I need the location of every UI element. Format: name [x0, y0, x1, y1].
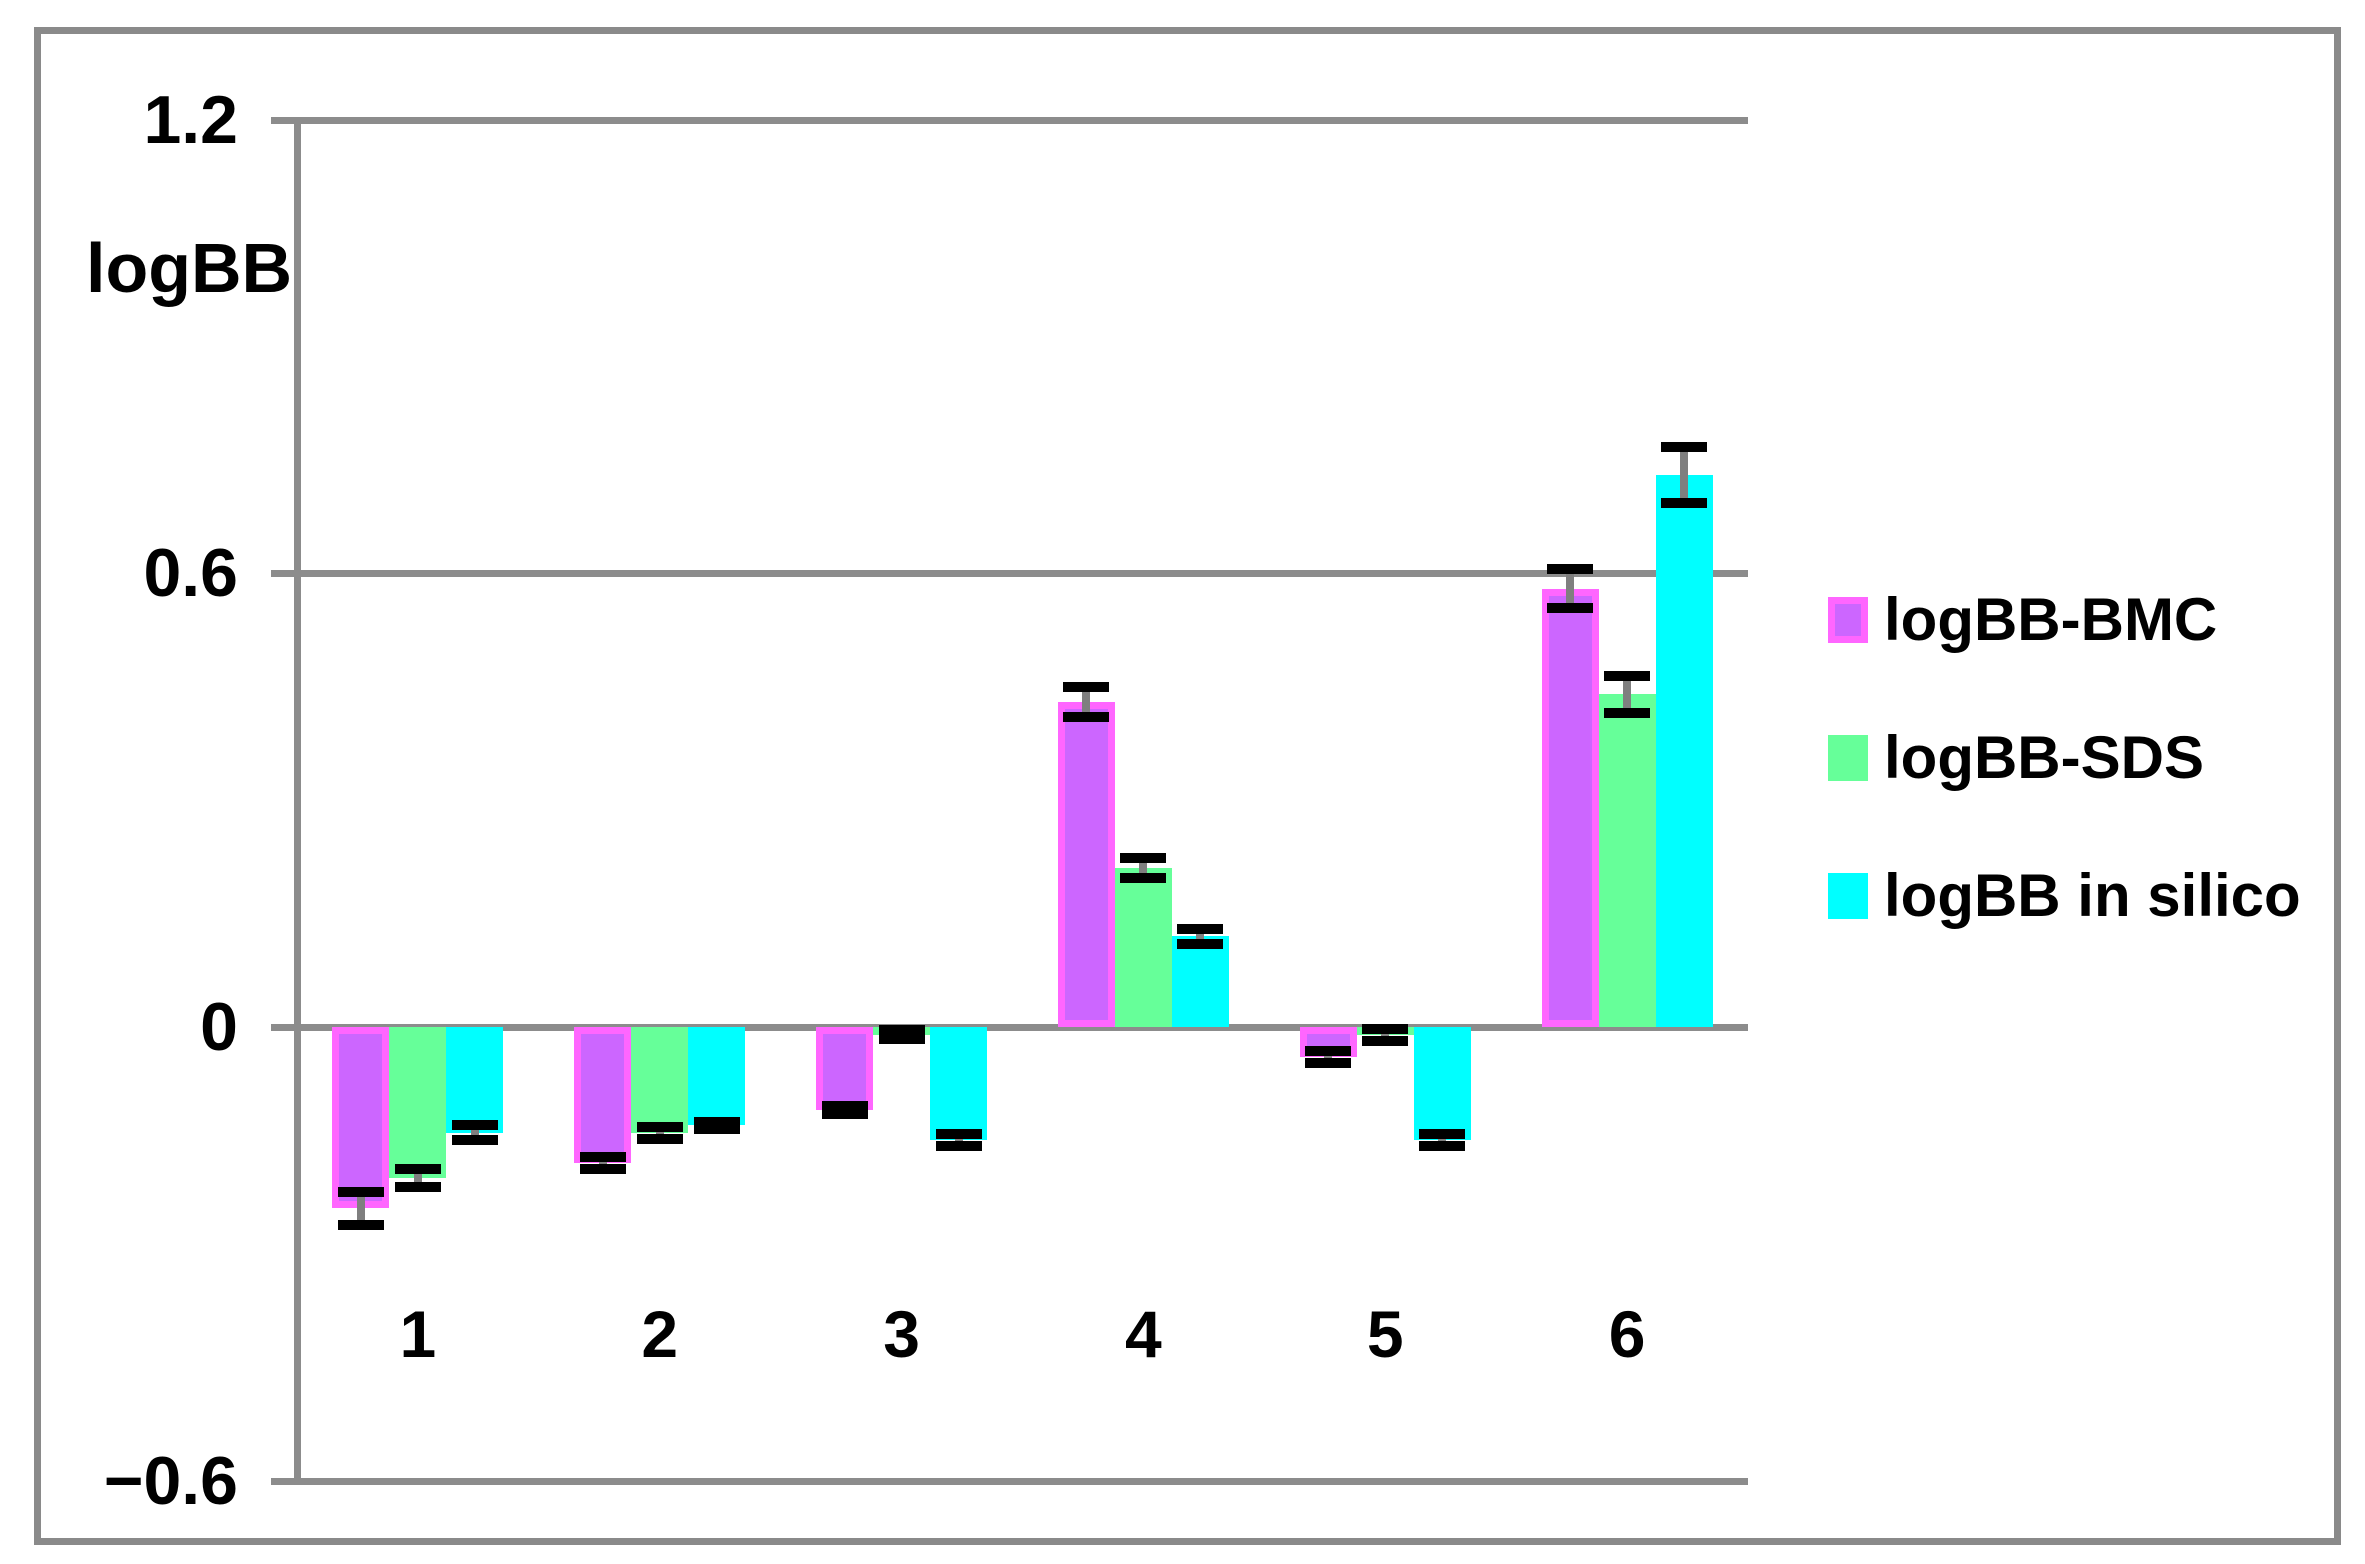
y-tick-label: 0.6 — [143, 535, 238, 612]
bar — [1171, 936, 1229, 1027]
error-bar-line — [1438, 1134, 1447, 1147]
error-bar-line — [1324, 1051, 1333, 1064]
error-bar-cap — [1661, 442, 1708, 453]
error-bar-cap — [394, 1182, 441, 1193]
error-bar-cap — [451, 1120, 498, 1131]
error-bar-cap — [1120, 853, 1167, 864]
gridline — [271, 570, 1748, 578]
error-bar-line — [470, 1125, 479, 1141]
error-bar-line — [1196, 928, 1205, 944]
error-bar-cap — [1547, 563, 1594, 574]
error-bar-cap — [579, 1152, 626, 1163]
error-bar-cap — [1120, 873, 1167, 884]
y-axis-title: logBB — [86, 229, 293, 307]
bar — [446, 1027, 504, 1133]
x-category-label: 2 — [641, 1297, 679, 1371]
error-bar-line — [1680, 447, 1689, 504]
error-bar-cap — [1177, 938, 1224, 949]
error-bar-cap — [1661, 498, 1708, 509]
error-bar-line — [1139, 858, 1148, 879]
bar — [332, 1027, 390, 1209]
bar — [1413, 1027, 1471, 1141]
error-bar-cap — [337, 1220, 384, 1231]
x-category-label: 1 — [399, 1297, 437, 1371]
bar — [574, 1027, 632, 1164]
legend-label: logBB-SDS — [1884, 724, 2204, 791]
x-category-label: 4 — [1125, 1297, 1162, 1371]
bar — [930, 1027, 988, 1141]
error-bar-cap — [1177, 923, 1224, 934]
error-bar-cap — [935, 1129, 982, 1140]
y-tick-label: −0.6 — [103, 1442, 238, 1519]
error-bar-cap — [1604, 707, 1651, 718]
error-bar-cap — [821, 1101, 868, 1112]
error-bar-cap — [935, 1141, 982, 1152]
error-bar-cap — [1419, 1141, 1466, 1152]
bar — [1057, 701, 1115, 1027]
bar — [816, 1027, 874, 1111]
y-tick-label: 0 — [200, 989, 238, 1065]
error-bar-cap — [1305, 1058, 1352, 1069]
gridline — [271, 1477, 1748, 1485]
error-bar-cap — [878, 1025, 925, 1036]
error-bar-cap — [1305, 1046, 1352, 1057]
figure-border — [34, 27, 2341, 1545]
legend-swatch — [1828, 873, 1868, 919]
error-bar-line — [413, 1169, 422, 1188]
error-bar-cap — [1362, 1023, 1409, 1034]
bar — [389, 1027, 447, 1179]
error-bar-cap — [878, 1034, 925, 1045]
error-bar-cap — [451, 1135, 498, 1146]
legend-row: logBB-BMC — [1828, 586, 2218, 653]
error-bar-cap — [636, 1121, 683, 1132]
error-bar-line — [1566, 568, 1575, 609]
legend-label: logBB in silico — [1884, 862, 2301, 929]
error-bar-cap — [693, 1124, 740, 1135]
error-bar-cap — [1604, 671, 1651, 682]
legend-label: logBB-BMC — [1884, 586, 2218, 653]
y-tick-label: 1.2 — [143, 81, 238, 158]
y-axis-line — [294, 116, 301, 1484]
legend-row: logBB-SDS — [1828, 724, 2204, 791]
gridline — [271, 116, 1748, 124]
error-bar-line — [598, 1157, 607, 1170]
legend-row: logBB in silico — [1828, 862, 2301, 929]
error-bar-line — [1381, 1028, 1390, 1041]
error-bar-line — [356, 1191, 365, 1226]
error-bar-cap — [394, 1164, 441, 1175]
error-bar-cap — [821, 1108, 868, 1119]
x-category-label: 6 — [1608, 1297, 1646, 1371]
error-bar-line — [1623, 676, 1632, 713]
bar — [1598, 694, 1656, 1027]
error-bar-line — [655, 1126, 664, 1139]
bar — [1655, 475, 1713, 1027]
error-bar-cap — [1063, 681, 1110, 692]
error-bar-cap — [1547, 603, 1594, 614]
x-category-label: 5 — [1366, 1297, 1404, 1371]
legend-swatch — [1828, 597, 1868, 643]
error-bar-cap — [693, 1116, 740, 1127]
gridline — [271, 1024, 1748, 1031]
error-bar-line — [954, 1134, 963, 1147]
bar — [1541, 588, 1599, 1027]
error-bar-cap — [636, 1133, 683, 1144]
error-bar-cap — [1362, 1035, 1409, 1046]
bar — [1114, 868, 1172, 1027]
bar — [688, 1027, 746, 1126]
error-bar-cap — [1419, 1129, 1466, 1140]
error-bar-cap — [579, 1164, 626, 1175]
x-category-label: 3 — [883, 1297, 920, 1371]
legend-swatch — [1828, 735, 1868, 781]
bar — [631, 1027, 689, 1133]
error-bar-cap — [1063, 712, 1110, 723]
error-bar-cap — [337, 1186, 384, 1197]
error-bar-line — [1082, 686, 1091, 718]
